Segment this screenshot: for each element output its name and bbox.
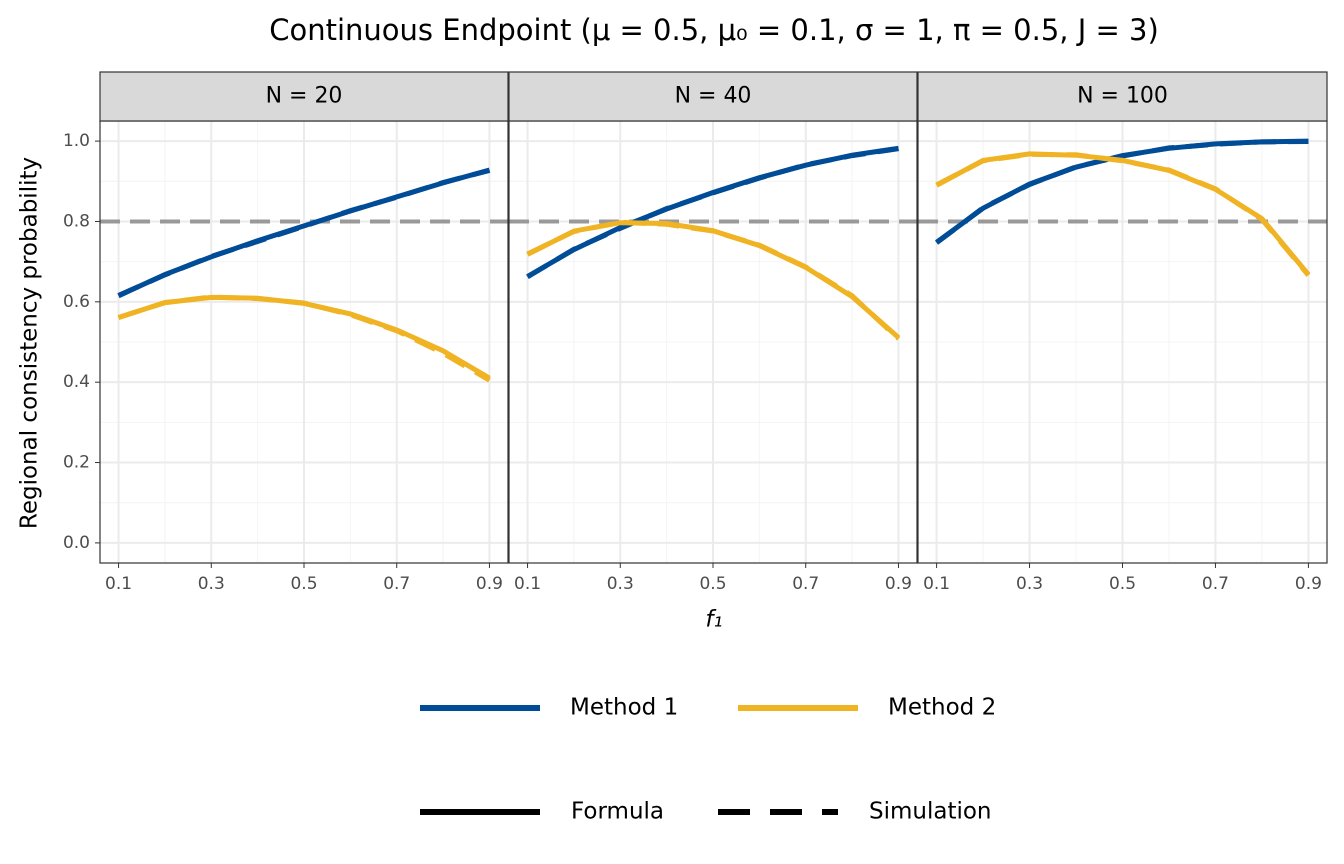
facet-label: N = 20 (266, 84, 343, 109)
facet-label: N = 100 (1077, 84, 1168, 109)
y-tick-label: 0.6 (63, 292, 90, 312)
x-tick-label: 0.1 (923, 574, 950, 594)
y-tick-label: 0.4 (63, 372, 90, 392)
x-tick-label: 0.9 (476, 574, 503, 594)
x-tick-label: 0.1 (514, 574, 541, 594)
x-tick-label: 0.3 (607, 574, 634, 594)
x-tick-label: 0.9 (885, 574, 912, 594)
series-line (117, 167, 491, 298)
facet-strip (508, 71, 918, 122)
x-tick-label: 0.5 (1109, 574, 1136, 594)
series-line (935, 139, 1309, 245)
x-tick-label: 0.5 (699, 574, 726, 594)
series-line (526, 146, 899, 280)
legend-label: Method 1 (570, 695, 678, 721)
y-tick-label: 0.0 (63, 533, 90, 553)
x-tick-label: 0.9 (1295, 574, 1322, 594)
legend-label: Formula (571, 799, 664, 825)
y-axis-label: Regional consistency probability (17, 157, 43, 529)
x-tick-label: 0.7 (1202, 574, 1229, 594)
legend-label: Method 2 (888, 695, 996, 721)
x-tick-label: 0.3 (198, 574, 225, 594)
y-tick-label: 0.2 (63, 453, 90, 473)
chart-title: Continuous Endpoint (μ = 0.5, μ₀ = 0.1, … (269, 13, 1159, 47)
series-line (117, 294, 491, 383)
x-axis-label: f₁ (705, 607, 722, 633)
y-tick-label: 1.0 (63, 131, 90, 151)
x-tick-label: 0.1 (105, 574, 132, 594)
facet-strip (99, 71, 509, 122)
series-line (935, 151, 1311, 277)
x-tick-label: 0.3 (1016, 574, 1043, 594)
x-tick-label: 0.7 (792, 574, 819, 594)
legend-label: Simulation (869, 799, 992, 825)
x-tick-label: 0.5 (290, 574, 317, 594)
series-line (526, 220, 901, 340)
facet-strip (917, 71, 1328, 122)
facet-label: N = 40 (675, 84, 752, 109)
x-tick-label: 0.7 (383, 574, 410, 594)
y-tick-label: 0.8 (63, 211, 90, 231)
